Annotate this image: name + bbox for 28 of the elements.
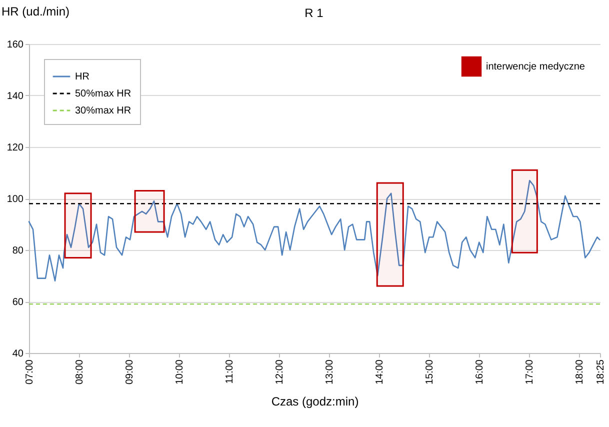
- x-tick-label: 10:00: [174, 359, 186, 385]
- legend-label: 50%max HR: [75, 88, 132, 100]
- x-tick-label: 07:00: [24, 359, 36, 385]
- chart-title: R 1: [304, 6, 324, 20]
- y-tick-label: 60: [12, 297, 24, 308]
- x-tick-label: 11:00: [224, 359, 236, 384]
- y-tick-label: 100: [6, 194, 24, 205]
- x-tick-label: 09:00: [124, 359, 136, 385]
- legend-label: HR: [75, 72, 90, 82]
- y-tick-label: 80: [12, 246, 24, 256]
- y-axis-title: HR (ud./min): [2, 4, 70, 18]
- x-axis-title: Czas (godz:min): [271, 394, 359, 409]
- x-tick-label: 13:00: [324, 359, 336, 385]
- x-tick-label: 15:00: [424, 359, 436, 385]
- x-tick-label: 12:00: [274, 359, 286, 385]
- x-tick-label: 18:25: [596, 359, 606, 385]
- x-tick-label: 18:00: [574, 359, 586, 385]
- x-tick-label: 08:00: [74, 359, 86, 385]
- line-series: [28, 180, 600, 282]
- x-tick-label: 16:00: [474, 359, 486, 385]
- legend-label: interwencje medyczne: [486, 62, 586, 72]
- y-tick-label: 160: [6, 40, 24, 50]
- y-tick-label: 120: [6, 142, 24, 154]
- x-tick-label: 14:00: [374, 359, 386, 385]
- y-tick-label: 140: [6, 91, 24, 102]
- x-tick-label: 17:00: [524, 359, 536, 385]
- legend-label: 30%max HR: [75, 106, 132, 116]
- y-tick-label: 40: [12, 348, 24, 360]
